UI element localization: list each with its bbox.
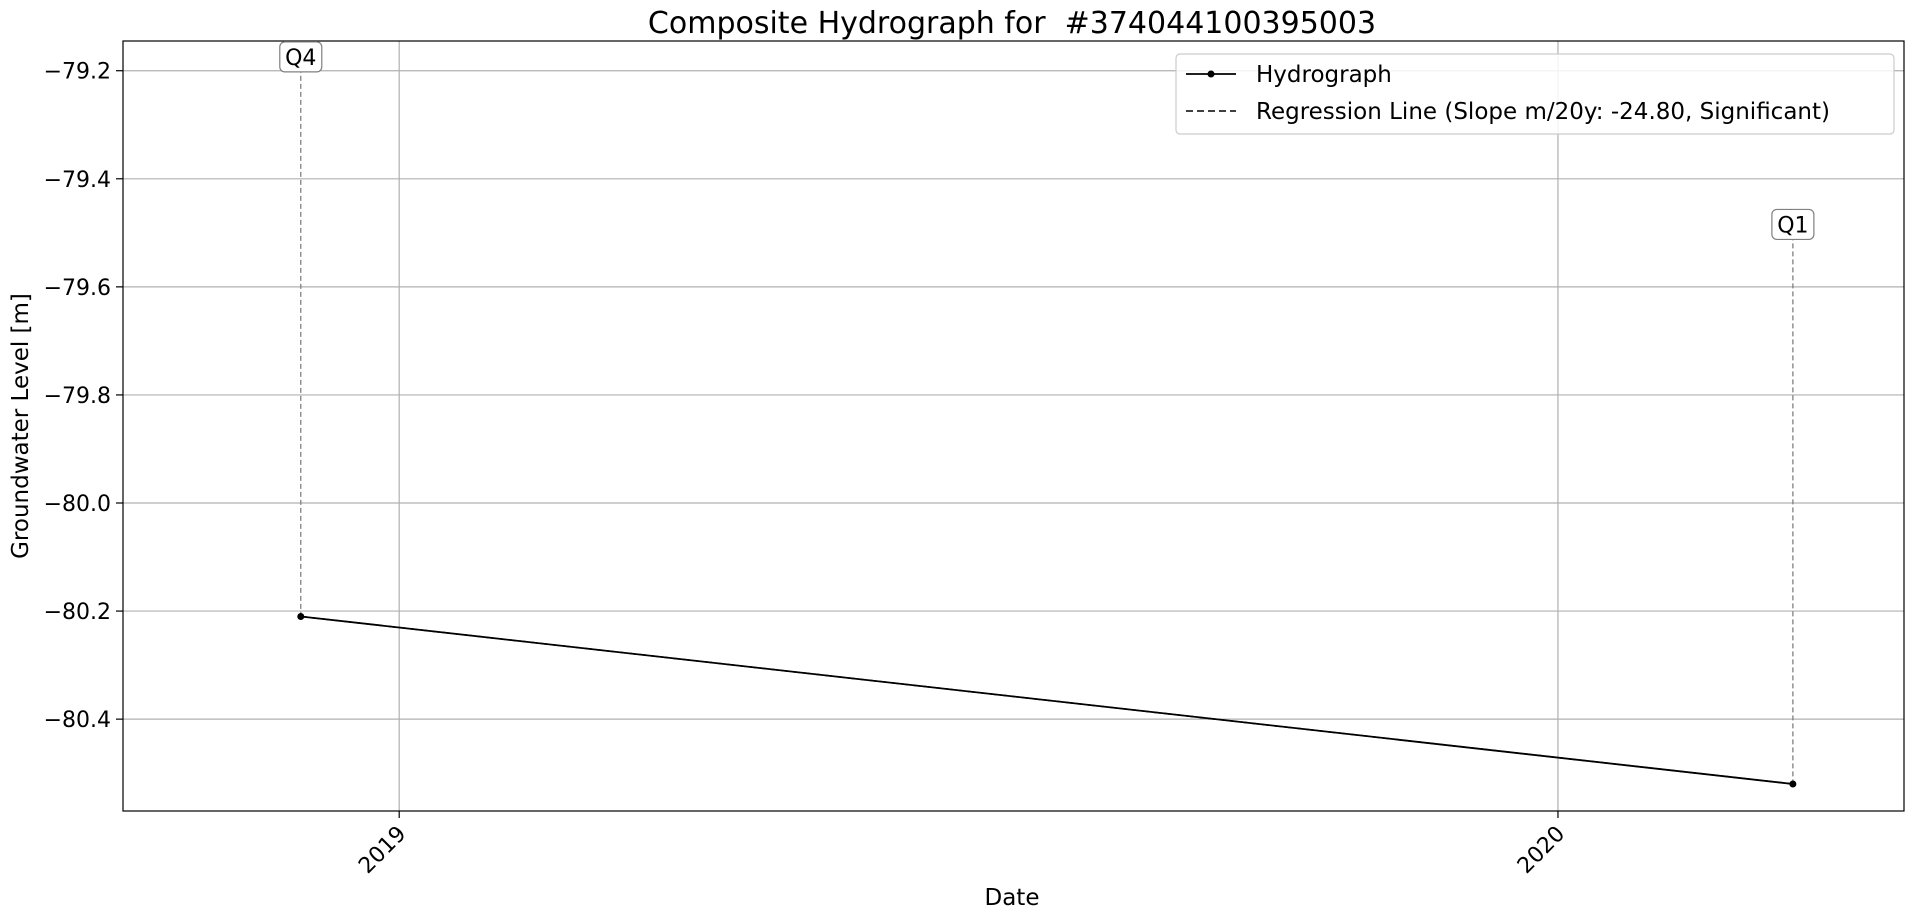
- hydrograph-point: [297, 612, 305, 620]
- chart-title: Composite Hydrograph for #37404410039500…: [648, 6, 1376, 41]
- y-tick-label: −80.4: [44, 708, 111, 733]
- x-tick-label: 2019: [354, 822, 411, 879]
- annotation-box-q1: [1771, 208, 1815, 241]
- hydrograph-point: [1789, 780, 1797, 788]
- y-tick-label: −80.2: [44, 600, 111, 625]
- y-tick-label: −79.8: [44, 384, 111, 409]
- annotation-lines: [300, 59, 1794, 784]
- y-axis-label: Groundwater Level [m]: [8, 293, 34, 559]
- legend-box: [1175, 53, 1895, 135]
- x-axis-ticks: 2019 2020: [354, 811, 1570, 879]
- legend-marker-hydrograph: [1207, 70, 1215, 78]
- annotation-label-q4: Q4: [285, 46, 316, 71]
- x-axis-label: Date: [985, 885, 1040, 911]
- y-tick-label: −79.2: [44, 60, 111, 85]
- hydrograph-line: [300, 615, 1793, 785]
- y-tick-label: −79.6: [44, 276, 111, 301]
- x-tick-label: 2020: [1513, 822, 1570, 879]
- grid-lines: [123, 41, 1904, 811]
- series-layer: [297, 612, 1797, 788]
- annotation-labels: Q4 Q1: [279, 41, 1815, 241]
- legend: Hydrograph Regression Line (Slope m/20y: …: [1175, 53, 1895, 135]
- annotation-box-q4: [279, 41, 323, 73]
- y-tick-label: −80.0: [44, 492, 111, 517]
- plot-frame: [122, 40, 1905, 812]
- y-tick-label: −79.4: [44, 168, 111, 193]
- legend-label-regression: Regression Line (Slope m/20y: -24.80, Si…: [1256, 99, 1830, 125]
- annotation-label-q1: Q1: [1777, 213, 1808, 238]
- legend-label-hydrograph: Hydrograph: [1256, 62, 1392, 88]
- y-axis-ticks: −79.2 −79.4 −79.6 −79.8 −80.0 −80.2 −80.4: [44, 60, 123, 733]
